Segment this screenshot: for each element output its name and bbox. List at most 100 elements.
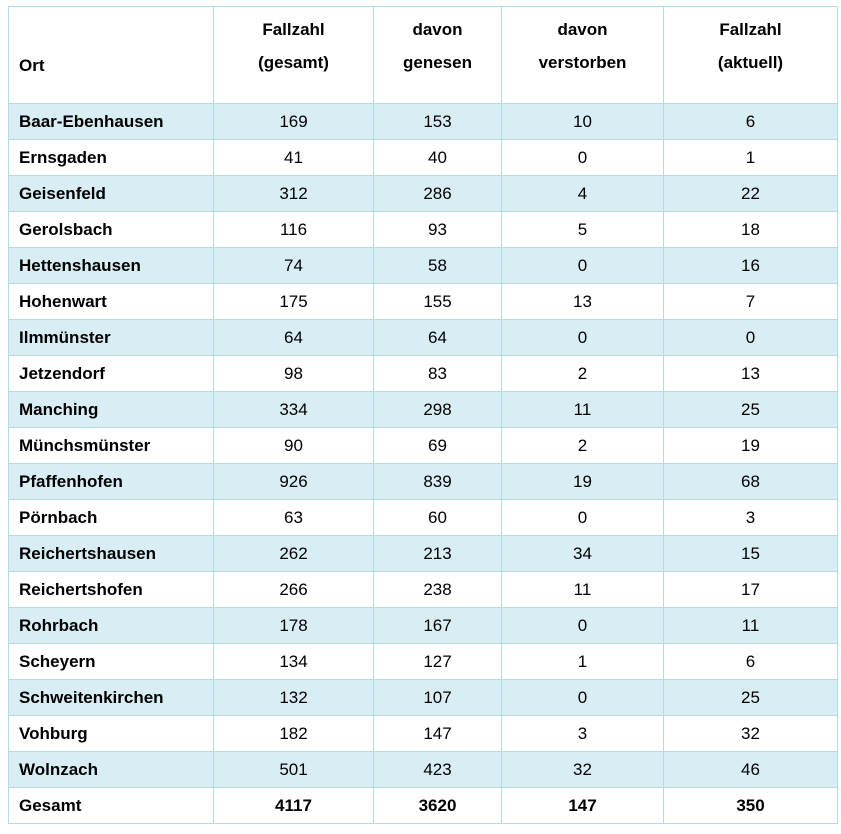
davon-verstorben-cell: 2 (501, 427, 664, 464)
davon-genesen-cell: 298 (373, 391, 502, 428)
davon-verstorben-cell: 0 (501, 679, 664, 716)
ort-cell: Ernsgaden (8, 139, 214, 176)
header-ort: Ort (8, 6, 214, 104)
fallzahl-aktuell-cell: 350 (663, 787, 838, 824)
fallzahl-aktuell-cell: 15 (663, 535, 838, 572)
table-row: Scheyern 134 127 1 6 (8, 643, 838, 680)
davon-genesen-cell: 93 (373, 211, 502, 248)
ort-cell: Manching (8, 391, 214, 428)
davon-verstorben-cell: 32 (501, 751, 664, 788)
fallzahl-gesamt-cell: 182 (213, 715, 374, 752)
fallzahl-aktuell-cell: 13 (663, 355, 838, 392)
davon-genesen-cell: 213 (373, 535, 502, 572)
davon-genesen-cell: 107 (373, 679, 502, 716)
ort-cell: Hettenshausen (8, 247, 214, 284)
ort-cell: Schweitenkirchen (8, 679, 214, 716)
fallzahl-gesamt-cell: 132 (213, 679, 374, 716)
fallzahl-gesamt-cell: 63 (213, 499, 374, 536)
davon-genesen-cell: 155 (373, 283, 502, 320)
ort-cell: Rohrbach (8, 607, 214, 644)
fallzahl-gesamt-cell: 74 (213, 247, 374, 284)
fallzahl-aktuell-cell: 46 (663, 751, 838, 788)
fallzahl-aktuell-cell: 22 (663, 175, 838, 212)
davon-genesen-cell: 167 (373, 607, 502, 644)
header-davon-genesen: davon genesen (373, 6, 502, 104)
fallzahl-gesamt-cell: 175 (213, 283, 374, 320)
fallzahl-gesamt-cell: 41 (213, 139, 374, 176)
ort-cell: Geisenfeld (8, 175, 214, 212)
covid-cases-table: Ort Fallzahl (gesamt) davon genesen davo… (8, 6, 838, 824)
davon-verstorben-cell: 5 (501, 211, 664, 248)
table-row: Vohburg 182 147 3 32 (8, 715, 838, 752)
fallzahl-gesamt-cell: 90 (213, 427, 374, 464)
davon-verstorben-cell: 10 (501, 103, 664, 140)
davon-verstorben-cell: 19 (501, 463, 664, 500)
fallzahl-gesamt-cell: 178 (213, 607, 374, 644)
header-fallzahl-aktuell-line2: (aktuell) (717, 53, 784, 72)
header-fallzahl-aktuell: Fallzahl (aktuell) (663, 6, 838, 104)
ort-cell: Baar-Ebenhausen (8, 103, 214, 140)
davon-verstorben-cell: 3 (501, 715, 664, 752)
fallzahl-aktuell-cell: 18 (663, 211, 838, 248)
ort-cell: Gesamt (8, 787, 214, 824)
ort-cell: Pfaffenhofen (8, 463, 214, 500)
ort-cell: Hohenwart (8, 283, 214, 320)
table-row: Gerolsbach 116 93 5 18 (8, 211, 838, 248)
davon-verstorben-cell: 11 (501, 391, 664, 428)
fallzahl-aktuell-cell: 68 (663, 463, 838, 500)
fallzahl-aktuell-cell: 3 (663, 499, 838, 536)
total-row: Gesamt 4117 3620 147 350 (8, 787, 838, 824)
table-row: Reichertshofen 266 238 11 17 (8, 571, 838, 608)
fallzahl-aktuell-cell: 6 (663, 103, 838, 140)
table-row: Münchsmünster 90 69 2 19 (8, 427, 838, 464)
table-row: Geisenfeld 312 286 4 22 (8, 175, 838, 212)
table-header-row: Ort Fallzahl (gesamt) davon genesen davo… (8, 6, 838, 104)
table-row: Ernsgaden 41 40 0 1 (8, 139, 838, 176)
davon-genesen-cell: 69 (373, 427, 502, 464)
fallzahl-aktuell-cell: 6 (663, 643, 838, 680)
davon-verstorben-cell: 2 (501, 355, 664, 392)
fallzahl-aktuell-cell: 17 (663, 571, 838, 608)
header-fallzahl-gesamt-line2: (gesamt) (258, 53, 329, 72)
davon-verstorben-cell: 4 (501, 175, 664, 212)
header-davon-genesen-line2: genesen (403, 53, 472, 72)
davon-genesen-cell: 839 (373, 463, 502, 500)
fallzahl-aktuell-cell: 1 (663, 139, 838, 176)
header-fallzahl-aktuell-line1: Fallzahl (719, 20, 782, 39)
table-body: Baar-Ebenhausen 169 153 10 6 Ernsgaden 4… (8, 103, 838, 824)
fallzahl-gesamt-cell: 98 (213, 355, 374, 392)
table-row: Manching 334 298 11 25 (8, 391, 838, 428)
davon-genesen-cell: 127 (373, 643, 502, 680)
fallzahl-gesamt-cell: 926 (213, 463, 374, 500)
davon-verstorben-cell: 34 (501, 535, 664, 572)
fallzahl-gesamt-cell: 312 (213, 175, 374, 212)
table-row: Pörnbach 63 60 0 3 (8, 499, 838, 536)
ort-cell: Gerolsbach (8, 211, 214, 248)
header-davon-verstorben-line2: verstorben (538, 53, 627, 72)
davon-verstorben-cell: 0 (501, 139, 664, 176)
davon-verstorben-cell: 11 (501, 571, 664, 608)
table-row: Hohenwart 175 155 13 7 (8, 283, 838, 320)
davon-genesen-cell: 238 (373, 571, 502, 608)
davon-genesen-cell: 83 (373, 355, 502, 392)
table-row: Jetzendorf 98 83 2 13 (8, 355, 838, 392)
davon-genesen-cell: 60 (373, 499, 502, 536)
davon-genesen-cell: 3620 (373, 787, 502, 824)
table-row: Rohrbach 178 167 0 11 (8, 607, 838, 644)
ort-cell: Ilmmünster (8, 319, 214, 356)
ort-cell: Münchsmünster (8, 427, 214, 464)
ort-cell: Vohburg (8, 715, 214, 752)
davon-verstorben-cell: 0 (501, 499, 664, 536)
header-fallzahl-gesamt: Fallzahl (gesamt) (213, 6, 374, 104)
fallzahl-gesamt-cell: 334 (213, 391, 374, 428)
ort-cell: Wolnzach (8, 751, 214, 788)
davon-verstorben-cell: 0 (501, 319, 664, 356)
header-fallzahl-gesamt-line1: Fallzahl (262, 20, 325, 39)
davon-genesen-cell: 153 (373, 103, 502, 140)
header-davon-verstorben: davon verstorben (501, 6, 664, 104)
davon-verstorben-cell: 0 (501, 607, 664, 644)
fallzahl-gesamt-cell: 266 (213, 571, 374, 608)
table-row: Wolnzach 501 423 32 46 (8, 751, 838, 788)
fallzahl-gesamt-cell: 4117 (213, 787, 374, 824)
